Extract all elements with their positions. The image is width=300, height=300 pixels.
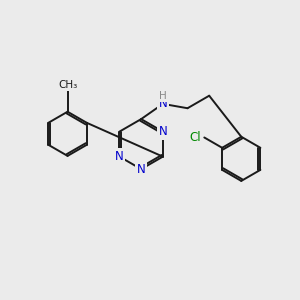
Text: Cl: Cl xyxy=(190,131,201,144)
Text: N: N xyxy=(159,125,168,138)
Text: CH₃: CH₃ xyxy=(58,80,77,90)
Text: H: H xyxy=(159,91,167,100)
Text: N: N xyxy=(137,163,146,176)
Text: N: N xyxy=(115,150,123,163)
Text: N: N xyxy=(158,98,167,110)
